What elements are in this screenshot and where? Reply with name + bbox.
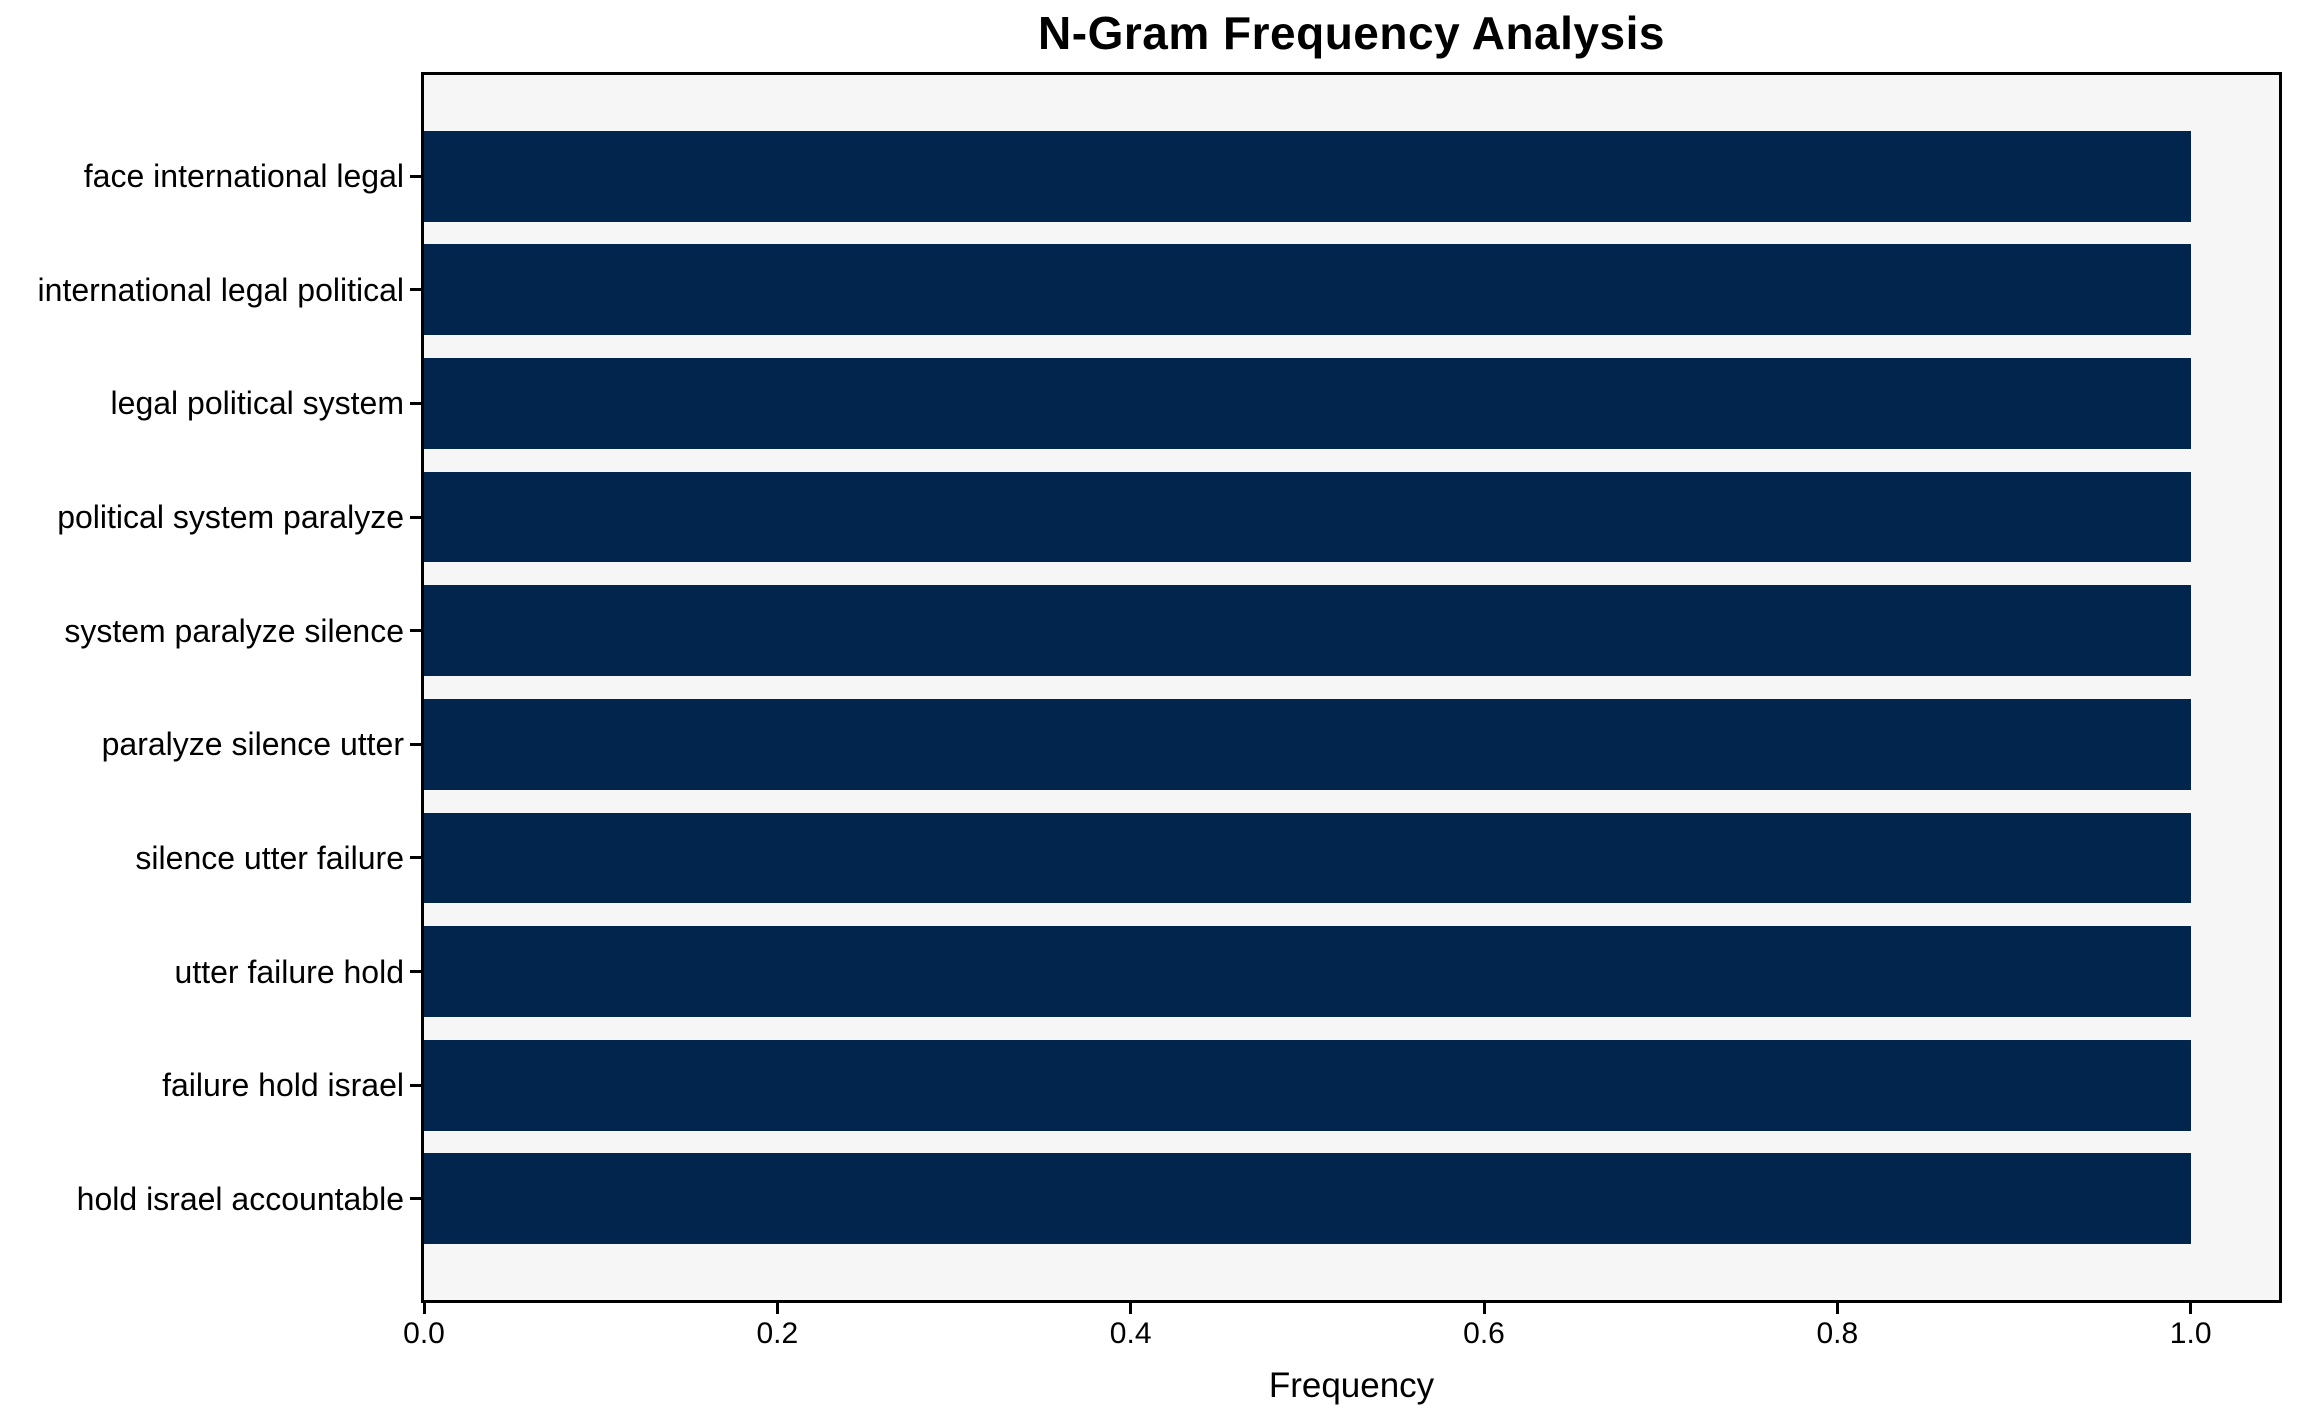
y-tick-mark <box>410 515 422 519</box>
y-tick-label: failure hold israel <box>162 1067 404 1104</box>
x-tick-label: 0.6 <box>1463 1317 1505 1350</box>
chart-title: N-Gram Frequency Analysis <box>1038 7 1665 59</box>
y-tick-label: political system paralyze <box>57 499 404 536</box>
x-tick-label: 0.0 <box>403 1317 445 1350</box>
y-tick-label: system paralyze silence <box>64 612 404 649</box>
x-tick-label: 0.8 <box>1816 1317 1859 1350</box>
x-tick-label: 0.4 <box>1109 1317 1152 1350</box>
x-tick-mark <box>422 1302 426 1314</box>
bar <box>424 698 2191 790</box>
bar <box>424 130 2191 222</box>
x-tick-mark <box>2189 1302 2193 1314</box>
y-tick-label: utter failure hold <box>174 953 404 990</box>
x-tick-mark <box>1482 1302 1486 1314</box>
bar <box>424 926 2191 1018</box>
bar <box>424 244 2191 336</box>
y-tick-mark <box>410 629 422 633</box>
bar <box>424 812 2191 904</box>
x-tick-mark <box>775 1302 779 1314</box>
y-tick-label: silence utter failure <box>135 839 404 876</box>
y-tick-mark <box>410 856 422 860</box>
bar <box>424 1153 2191 1245</box>
y-tick-mark <box>410 1197 422 1201</box>
x-tick-mark <box>1129 1302 1133 1314</box>
x-axis-label: Frequency <box>1268 1366 1435 1405</box>
x-tick-mark <box>1835 1302 1839 1314</box>
y-tick-label: face international legal <box>83 158 404 195</box>
x-tick-label: 1.0 <box>2169 1317 2212 1350</box>
y-tick-label: paralyze silence utter <box>101 726 404 763</box>
y-tick-mark <box>410 742 422 746</box>
y-tick-label: international legal political <box>37 271 404 308</box>
y-tick-mark <box>410 1083 422 1087</box>
y-tick-label: legal political system <box>110 385 404 422</box>
bar <box>424 1039 2191 1131</box>
bar <box>424 585 2191 677</box>
y-tick-mark <box>410 970 422 974</box>
plot-area <box>421 72 2282 1303</box>
y-tick-mark <box>410 288 422 292</box>
y-tick-label: hold israel accountable <box>76 1180 404 1217</box>
x-tick-label: 0.2 <box>756 1317 799 1350</box>
bar <box>424 357 2191 449</box>
y-tick-mark <box>410 401 422 405</box>
bar <box>424 471 2191 563</box>
y-tick-mark <box>410 174 422 178</box>
